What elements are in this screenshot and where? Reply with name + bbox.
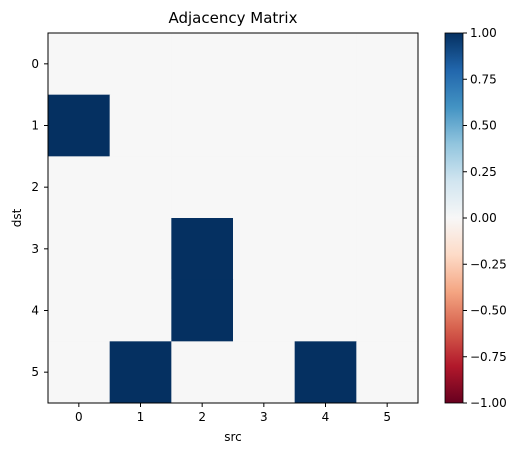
chart-title: Adjacency Matrix bbox=[169, 9, 298, 27]
x-tick-label: 5 bbox=[383, 410, 391, 424]
heatmap-cell bbox=[171, 33, 234, 96]
colorbar bbox=[444, 32, 464, 404]
colorbar-tick-label: −1.00 bbox=[470, 396, 507, 410]
heatmap-cell bbox=[109, 341, 172, 404]
heatmap-cell bbox=[171, 218, 234, 281]
colorbar-tick-label: −0.50 bbox=[470, 304, 507, 318]
heatmap-cell bbox=[294, 156, 357, 219]
y-tick-label: 4 bbox=[31, 304, 39, 318]
colorbar-tick-label: 0.00 bbox=[470, 211, 497, 225]
heatmap-cell bbox=[109, 156, 172, 219]
y-tick-label: 5 bbox=[31, 365, 39, 379]
heatmap-cell bbox=[48, 341, 111, 404]
heatmap-cell bbox=[356, 341, 419, 404]
heatmap-cell bbox=[294, 341, 357, 404]
y-tick-label: 1 bbox=[31, 119, 39, 133]
x-tick-label: 0 bbox=[75, 410, 83, 424]
colorbar-ticks: 1.00 0.75 0.50 0.25 0.00 −0.25 −0.50 −0.75 −1.00 bbox=[463, 26, 507, 410]
heatmap-cell bbox=[48, 94, 111, 157]
heatmap-cell bbox=[171, 156, 234, 219]
heatmap-cell bbox=[109, 33, 172, 96]
colorbar-tick-label: −0.75 bbox=[470, 350, 507, 364]
heatmap-cell bbox=[294, 94, 357, 157]
heatmap-cell bbox=[48, 218, 111, 281]
heatmap-cell bbox=[109, 94, 172, 157]
heatmap-cell bbox=[48, 279, 111, 342]
colorbar-tick-label: 0.75 bbox=[470, 72, 497, 86]
heatmap-cell bbox=[48, 33, 111, 96]
heatmap-cell bbox=[356, 94, 419, 157]
y-axis-ticks: 0 1 2 3 4 5 bbox=[31, 57, 48, 379]
heatmap-cell bbox=[109, 218, 172, 281]
heatmap-cell bbox=[233, 341, 296, 404]
colorbar-tick-label: 1.00 bbox=[470, 26, 497, 40]
colorbar-tick-label: 0.50 bbox=[470, 119, 497, 133]
x-tick-label: 3 bbox=[260, 410, 268, 424]
x-tick-label: 1 bbox=[137, 410, 145, 424]
heatmap-cells bbox=[48, 33, 419, 404]
heatmap-cell bbox=[233, 218, 296, 281]
heatmap-cell bbox=[171, 341, 234, 404]
y-tick-label: 3 bbox=[31, 242, 39, 256]
heatmap-cell bbox=[294, 33, 357, 96]
plot-frame bbox=[47, 32, 419, 404]
heatmap-cell bbox=[294, 279, 357, 342]
colorbar-tick-label: −0.25 bbox=[470, 257, 507, 271]
heatmap-cell bbox=[294, 218, 357, 281]
heatmap-cell bbox=[48, 156, 111, 219]
y-tick-label: 0 bbox=[31, 57, 39, 71]
heatmap-cell bbox=[356, 279, 419, 342]
x-tick-label: 2 bbox=[198, 410, 206, 424]
heatmap-cell bbox=[356, 218, 419, 281]
x-axis-ticks: 0 1 2 3 4 5 bbox=[75, 403, 391, 424]
x-tick-label: 4 bbox=[322, 410, 330, 424]
y-axis-label: dst bbox=[10, 208, 24, 227]
heatmap-cell bbox=[356, 33, 419, 96]
heatmap-cell bbox=[233, 156, 296, 219]
heatmap-cell bbox=[356, 156, 419, 219]
heatmap-cell bbox=[233, 94, 296, 157]
y-tick-label: 2 bbox=[31, 180, 39, 194]
x-axis-label: src bbox=[224, 430, 242, 444]
heatmap-cell bbox=[233, 279, 296, 342]
heatmap-cell bbox=[171, 94, 234, 157]
heatmap-cell bbox=[109, 279, 172, 342]
heatmap-cell bbox=[171, 279, 234, 342]
colorbar-tick-label: 0.25 bbox=[470, 165, 497, 179]
heatmap-cell bbox=[233, 33, 296, 96]
